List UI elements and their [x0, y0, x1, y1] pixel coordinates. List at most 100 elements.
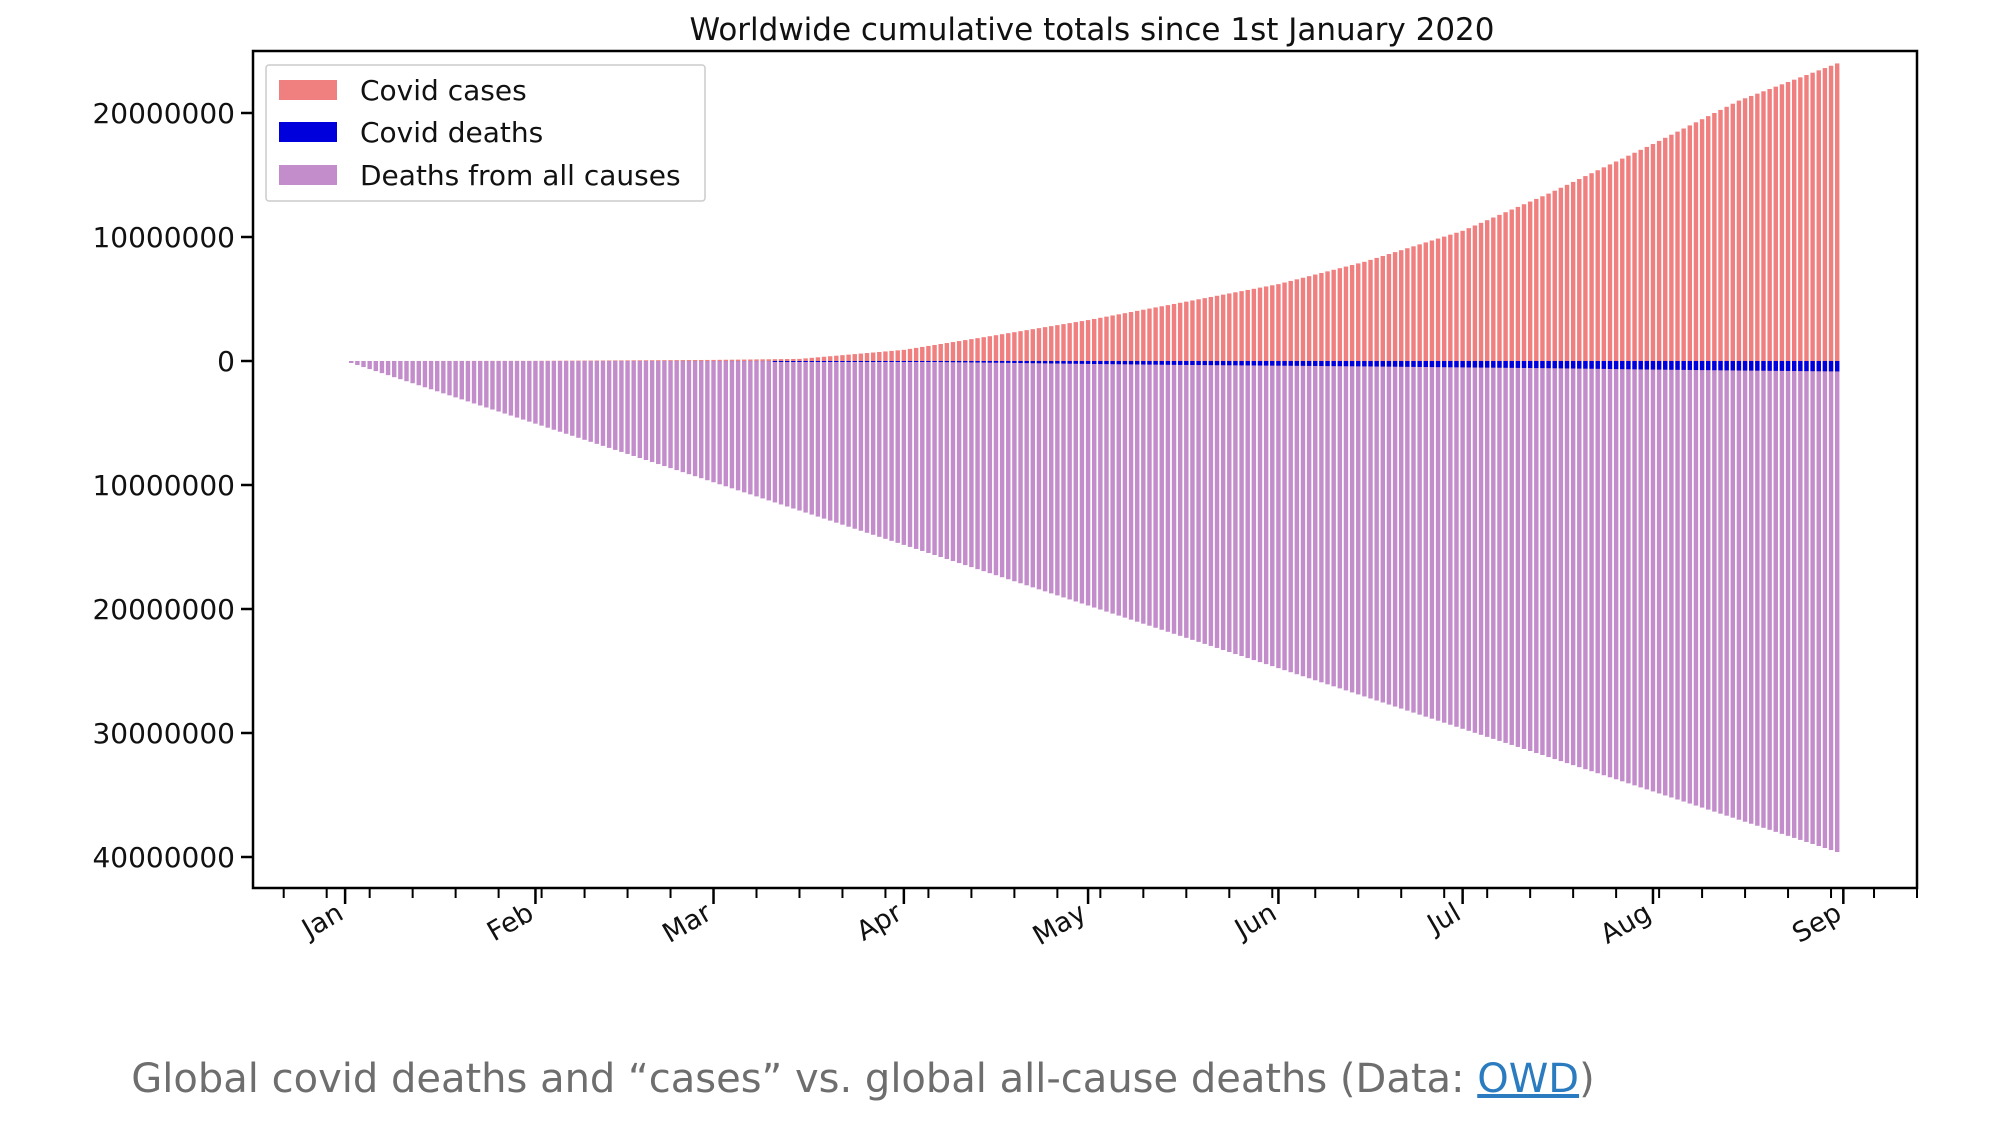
bar [1810, 72, 1815, 361]
bar [1159, 306, 1164, 361]
bar [1706, 361, 1711, 371]
bar [1491, 361, 1496, 368]
bar [754, 359, 759, 361]
bar [870, 352, 876, 361]
bar [1632, 361, 1637, 786]
bar [1374, 361, 1379, 701]
bar [975, 361, 980, 570]
bar [600, 361, 606, 446]
bar [1564, 184, 1570, 361]
bar [656, 361, 661, 465]
bar [1122, 313, 1128, 361]
chart-title: Worldwide cumulative totals since 1st Ja… [689, 12, 1494, 48]
bar [1620, 361, 1625, 370]
bar [1392, 252, 1398, 361]
bar [1472, 361, 1478, 368]
bar [465, 361, 471, 402]
bar [723, 359, 729, 361]
legend-label-covid-cases: Covid cases [360, 74, 527, 107]
bar [686, 361, 692, 475]
bar [1325, 271, 1330, 361]
bar [1779, 84, 1785, 361]
bar [1184, 301, 1189, 361]
bar [613, 361, 618, 450]
bar [1214, 295, 1220, 361]
bar [1509, 361, 1514, 745]
bar [1294, 361, 1300, 366]
bar [1749, 361, 1754, 824]
caption-source-link[interactable]: OWD [1477, 1056, 1580, 1102]
bar [1730, 361, 1735, 818]
bar [496, 361, 501, 412]
bar [1718, 361, 1723, 814]
bar [864, 361, 870, 533]
bar [1828, 65, 1834, 361]
bar [1380, 255, 1386, 361]
bar [987, 361, 993, 363]
bar [1092, 318, 1097, 361]
bar [1165, 361, 1171, 365]
bar [1466, 361, 1471, 368]
bar [649, 361, 655, 463]
bar [1454, 361, 1459, 368]
bar [1006, 361, 1011, 363]
bar [557, 361, 563, 432]
bar [803, 361, 808, 362]
bar [1245, 361, 1250, 659]
bar [1337, 361, 1343, 367]
bar [1282, 282, 1287, 361]
bar [1214, 361, 1220, 648]
bar [1534, 198, 1539, 361]
bar [742, 361, 747, 493]
bar [1190, 361, 1195, 640]
bar [1810, 361, 1815, 372]
bar [527, 361, 532, 422]
bar [1306, 361, 1312, 679]
bar [840, 361, 845, 525]
bar [1257, 361, 1263, 366]
bar [514, 361, 520, 418]
bar [1349, 361, 1355, 693]
bar [920, 346, 925, 361]
bar [1263, 361, 1269, 366]
bar [1718, 109, 1723, 362]
bar [870, 361, 876, 535]
bar [846, 354, 851, 361]
bar [1460, 230, 1465, 361]
bar [956, 361, 962, 564]
bar [1570, 181, 1576, 361]
bar [1822, 361, 1828, 848]
bar [1472, 361, 1478, 733]
bar [1165, 361, 1171, 632]
bar [1503, 361, 1508, 743]
bar [1411, 361, 1416, 713]
bar [1233, 361, 1238, 655]
bar [1257, 361, 1263, 663]
figure-caption: Global covid deaths and “cases” vs. glob… [0, 1056, 1726, 1102]
bar [1540, 196, 1545, 361]
bar [637, 360, 643, 361]
bar [1030, 361, 1036, 588]
bar [993, 335, 999, 361]
bar [1036, 361, 1042, 590]
bar [913, 361, 919, 362]
bar [877, 351, 882, 361]
bar [1092, 361, 1097, 608]
bar [1656, 361, 1662, 794]
bar [864, 353, 870, 361]
bar [1736, 100, 1742, 361]
bar [355, 361, 360, 366]
bar [674, 360, 679, 361]
bar [1607, 361, 1613, 369]
bar [920, 361, 925, 362]
legend-box [265, 64, 706, 202]
bar [1399, 250, 1404, 361]
bar [1761, 361, 1766, 828]
bar [791, 361, 796, 362]
bar [870, 361, 876, 362]
bar [459, 361, 464, 400]
bar [680, 360, 686, 361]
bar [889, 361, 894, 362]
bar [1116, 314, 1121, 361]
bar [1699, 119, 1705, 361]
